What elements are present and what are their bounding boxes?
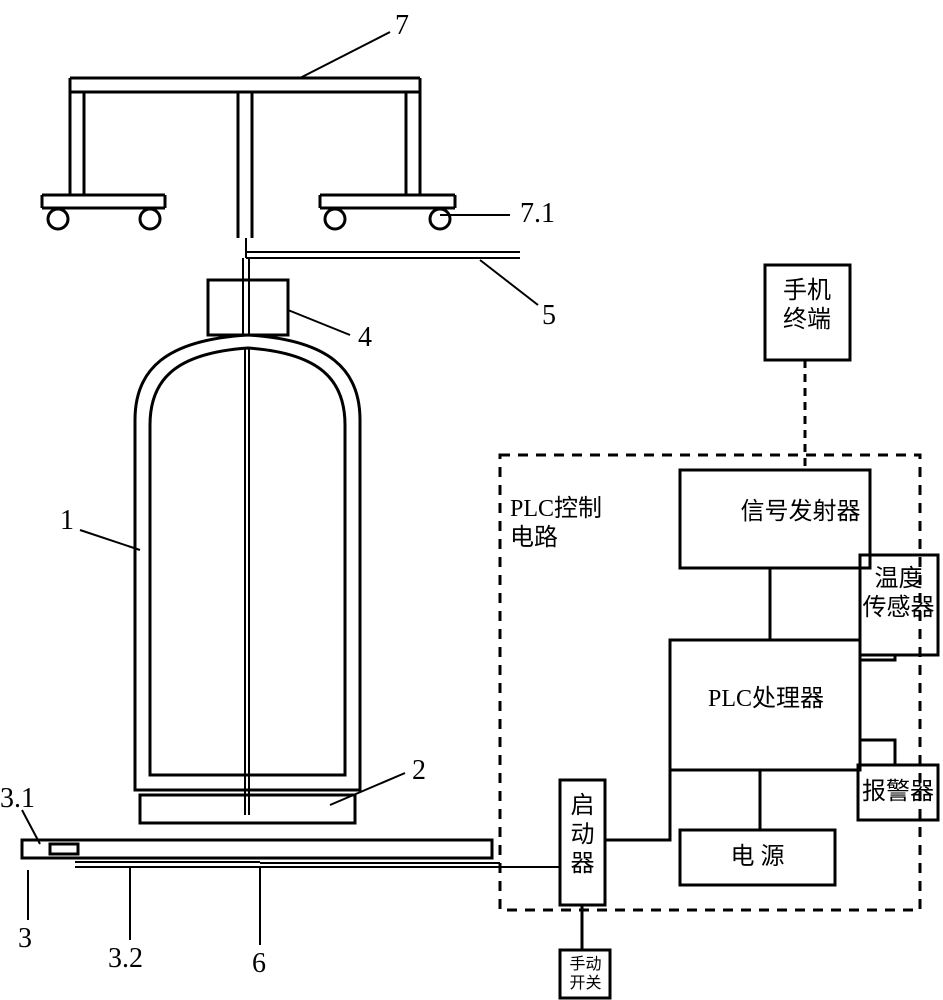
plc-circuit-title: PLC控制 电路 — [510, 495, 630, 553]
manual-switch-label: 手动 开关 — [563, 955, 608, 993]
power-label: 电 源 — [690, 843, 825, 872]
callout-7-1: 7.1 — [520, 198, 555, 230]
plc-processor-label: PLC处理器 — [692, 685, 840, 714]
callout-3-2: 3.2 — [108, 943, 143, 975]
callout-7: 7 — [395, 10, 409, 42]
callout-3: 3 — [18, 923, 32, 955]
callout-3-1: 3.1 — [0, 783, 35, 815]
alarm-label: 报警器 — [860, 778, 936, 807]
temp-sensor-label: 温度 传感器 — [862, 565, 935, 623]
callout-1: 1 — [60, 505, 74, 537]
callout-2: 2 — [412, 755, 426, 787]
mobile-terminal-label: 手机 终端 — [776, 277, 838, 335]
callout-4: 4 — [358, 322, 372, 354]
diagram-container: 7 7.1 5 4 1 2 3.1 3 3.2 6 手机 终端 PLC控制 电路… — [0, 0, 943, 1000]
starter-label: 启 动 器 — [565, 792, 600, 878]
callout-6: 6 — [252, 948, 266, 980]
callout-5: 5 — [542, 300, 556, 332]
signal-transmitter-label: 信号发射器 — [728, 498, 873, 527]
